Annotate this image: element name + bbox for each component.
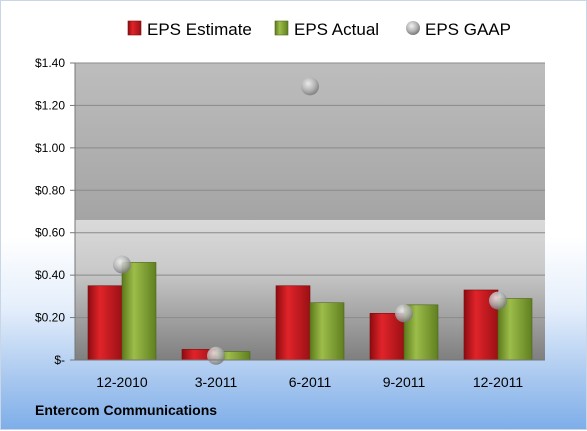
y-tick-label: $1.20	[35, 98, 65, 112]
legend-swatch-eps-actual	[274, 20, 289, 36]
point-eps-gaap	[113, 255, 131, 274]
y-tick-label: $0.20	[35, 311, 65, 325]
x-category-label: 3-2011	[195, 374, 238, 390]
bar-eps-estimate	[87, 285, 123, 361]
legend-label: EPS Actual	[294, 20, 379, 39]
legend-label: EPS Estimate	[147, 20, 252, 39]
y-tick-label: $0.60	[35, 226, 65, 240]
bar-eps-actual	[309, 302, 345, 361]
x-category-label: 6-2011	[289, 374, 332, 390]
bar-eps-actual	[497, 298, 533, 361]
y-tick-label: $1.00	[35, 141, 65, 155]
x-category-label: 12-2011	[473, 374, 524, 390]
x-category-label: 12-2010	[96, 374, 148, 390]
y-tick-label: $-	[54, 353, 65, 367]
legend-swatch-eps-gaap	[406, 21, 420, 35]
legend-swatch-eps-estimate	[127, 20, 142, 36]
company-name: Entercom Communications	[35, 402, 218, 418]
point-eps-gaap	[207, 346, 225, 365]
point-eps-gaap	[489, 291, 507, 310]
point-eps-gaap	[395, 304, 413, 323]
bar-eps-estimate	[275, 285, 311, 361]
y-tick-label: $0.40	[35, 268, 65, 282]
legend-label: EPS GAAP	[425, 20, 511, 39]
x-category-label: 9-2011	[383, 374, 426, 390]
y-tick-label: $0.80	[35, 183, 65, 197]
bar-eps-actual	[121, 262, 157, 361]
point-eps-gaap	[301, 77, 319, 96]
y-tick-label: $1.40	[35, 56, 65, 70]
